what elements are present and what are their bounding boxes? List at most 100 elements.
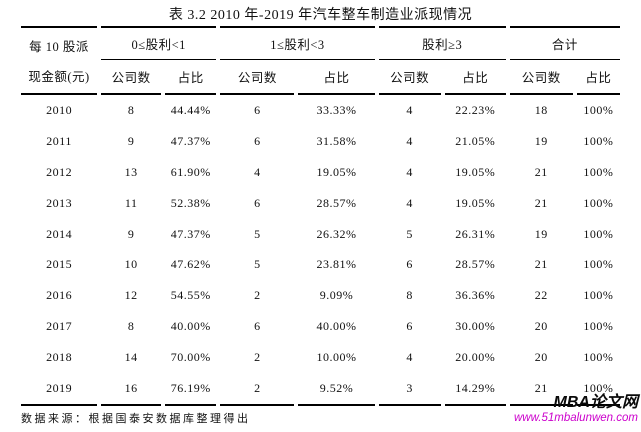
data-cell: 54.55%	[170, 288, 211, 303]
data-cell: 26.32%	[316, 226, 357, 241]
data-cell: 3	[378, 373, 441, 406]
data-cell: 21.05%	[455, 133, 496, 148]
year-cell: 2019	[21, 373, 98, 406]
data-cell: 28.57%	[316, 195, 357, 210]
data-cell: 61.90%	[170, 164, 211, 179]
data-cell: 100%	[583, 288, 614, 303]
dividend-table: 每 10 股派 现金额(元) 0≤股利<1 1≤股利<3 股利≥3 合计 公司数…	[17, 26, 624, 406]
year-cell: 2015	[46, 257, 73, 272]
group-header-range3: 股利≥3	[378, 26, 506, 60]
site-watermark: MBA论文网 www.51mbalunwen.com	[513, 394, 638, 424]
data-cell: 5	[406, 226, 413, 241]
sub-header-ratio: 占比	[298, 60, 375, 95]
data-cell: 6	[254, 319, 261, 334]
data-source-note: 数据来源：根据国泰安数据库整理得出	[21, 413, 251, 425]
data-cell: 9	[127, 226, 135, 241]
data-cell: 8	[127, 319, 135, 334]
data-cell: 10	[124, 257, 138, 272]
data-cell: 8	[127, 102, 135, 117]
sub-header-companies: 公司数	[378, 60, 441, 95]
data-cell: 4	[254, 164, 261, 179]
data-cell: 100%	[583, 350, 614, 365]
data-cell: 100%	[576, 373, 620, 406]
data-cell: 4	[406, 350, 413, 365]
data-cell: 22.23%	[455, 102, 496, 117]
year-cell: 2013	[46, 195, 73, 210]
table-row: 2017 8 40.00% 6 40.00% 6 30.00% 20 100%	[21, 311, 620, 342]
data-cell: 6	[254, 102, 261, 117]
table-group-header-row: 每 10 股派 现金额(元) 0≤股利<1 1≤股利<3 股利≥3 合计	[21, 26, 620, 95]
data-cell: 6	[254, 133, 261, 148]
sub-header-ratio: 占比	[444, 60, 506, 95]
sub-header-companies: 公司数	[509, 60, 573, 95]
table-row: 2011 9 47.37% 6 31.58% 4 21.05% 19 100%	[21, 126, 620, 157]
data-cell: 9.52%	[298, 373, 375, 406]
data-cell: 19	[534, 133, 548, 148]
data-cell: 5	[254, 226, 261, 241]
data-cell: 19.05%	[455, 164, 496, 179]
data-cell: 6	[406, 319, 413, 334]
data-cell: 20	[534, 319, 548, 334]
sub-header-ratio: 占比	[576, 60, 620, 95]
data-cell: 12	[124, 288, 138, 303]
year-cell: 2014	[46, 226, 73, 241]
data-cell: 6	[254, 195, 261, 210]
data-cell: 4	[406, 133, 413, 148]
data-cell: 36.36%	[455, 288, 496, 303]
year-column-header-line2: 现金额(元)	[28, 70, 90, 84]
data-cell: 16	[101, 373, 162, 406]
year-cell: 2017	[46, 319, 73, 334]
data-cell: 19	[534, 226, 548, 241]
data-cell: 26.31%	[455, 226, 496, 241]
table-row: 2015 10 47.62% 5 23.81% 6 28.57% 21 100%	[21, 249, 620, 280]
data-cell: 4	[406, 102, 413, 117]
year-cell: 2018	[46, 350, 73, 365]
data-cell: 47.37%	[170, 226, 211, 241]
data-cell: 33.33%	[316, 102, 357, 117]
data-cell: 9.09%	[319, 288, 354, 303]
data-cell: 52.38%	[170, 195, 211, 210]
data-cell: 22	[534, 288, 548, 303]
data-cell: 10.00%	[316, 350, 357, 365]
data-cell: 28.57%	[455, 257, 496, 272]
data-cell: 2	[220, 373, 295, 406]
data-cell: 19.05%	[316, 164, 357, 179]
data-cell: 100%	[583, 133, 614, 148]
data-cell: 21	[534, 195, 548, 210]
watermark-brand: MBA论文网	[553, 394, 638, 411]
table-row: 2016 12 54.55% 2 9.09% 8 36.36% 22 100%	[21, 280, 620, 311]
data-cell: 100%	[583, 102, 614, 117]
page-title: 表 3.2 2010 年-2019 年汽车整车制造业派现情况	[168, 8, 473, 23]
year-column-header-line1: 每 10 股派	[29, 40, 89, 54]
data-cell: 100%	[583, 257, 614, 272]
data-cell: 6	[406, 257, 413, 272]
data-cell: 40.00%	[316, 319, 357, 334]
data-cell: 9	[127, 133, 135, 148]
data-cell: 14	[124, 350, 138, 365]
table-row: 2012 13 61.90% 4 19.05% 4 19.05% 21 100%	[21, 157, 620, 188]
year-cell: 2010	[46, 102, 73, 117]
data-cell: 11	[124, 195, 138, 210]
watermark-url: www.51mbalunwen.com	[513, 411, 638, 424]
data-cell: 47.37%	[170, 133, 211, 148]
table-row: 2019 16 76.19% 2 9.52% 3 14.29% 21 100%	[21, 373, 620, 406]
year-column-header: 每 10 股派 现金额(元)	[21, 26, 98, 95]
data-cell: 44.44%	[170, 102, 211, 117]
data-cell: 21	[509, 373, 573, 406]
year-cell: 2016	[46, 288, 73, 303]
data-cell: 20	[534, 350, 548, 365]
data-cell: 47.62%	[170, 257, 211, 272]
sub-header-companies: 公司数	[101, 60, 162, 95]
data-cell: 21	[534, 164, 548, 179]
data-cell: 40.00%	[170, 319, 211, 334]
data-cell: 5	[254, 257, 261, 272]
data-cell: 2	[254, 288, 261, 303]
group-header-range1: 0≤股利<1	[101, 26, 217, 60]
data-cell: 76.19%	[165, 373, 217, 406]
data-cell: 19.05%	[455, 195, 496, 210]
data-cell: 70.00%	[170, 350, 211, 365]
data-cell: 13	[124, 164, 138, 179]
group-header-total: 合计	[509, 26, 620, 60]
data-cell: 100%	[583, 195, 614, 210]
